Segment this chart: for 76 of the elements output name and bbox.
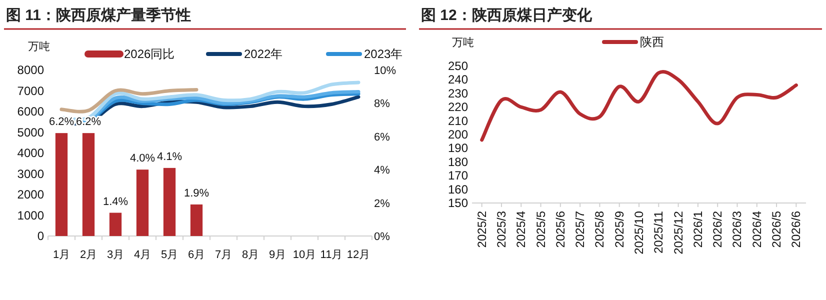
y2-tick-label: 8%	[374, 98, 390, 110]
y-tick-label: 180	[448, 154, 468, 169]
line-series	[480, 70, 798, 142]
x-tick-label: 5月	[160, 249, 178, 261]
y-tick-label: 150	[448, 196, 468, 210]
y-tick-label: 6000	[17, 104, 44, 118]
y-tick-label: 8000	[17, 63, 44, 77]
x-tick-label: 12月	[346, 249, 370, 261]
y-tick-label: 220	[448, 100, 468, 114]
legend-label: 2022年	[244, 47, 283, 61]
bar	[190, 204, 203, 236]
y-tick-label: 160	[448, 182, 468, 196]
y-tick-label: 5000	[17, 125, 44, 140]
x-tick-label: 11月	[320, 249, 343, 261]
x-tick-label: 2026/4	[750, 210, 764, 248]
y-tick-label: 250	[448, 59, 468, 73]
y-tick-label: 2000	[17, 188, 44, 202]
y2-tick-label: 6%	[374, 131, 390, 144]
x-tick-label: 2026/2	[710, 210, 725, 248]
x-tick-label: 2025/6	[553, 210, 568, 248]
x-tick-label: 1月	[52, 249, 70, 261]
chart-title: 图 11：陕西原煤产量季节性	[6, 7, 192, 24]
x-tick-label: 2025/5	[534, 210, 548, 248]
x-tick-label: 3月	[106, 249, 124, 261]
bar	[163, 168, 176, 236]
y-tick-label: 190	[448, 141, 468, 156]
x-tick-label: 2025/2	[474, 210, 489, 248]
y-tick-label: 200	[448, 128, 468, 142]
y2-tick-label: 10%	[374, 65, 396, 77]
data-label: 4.0%	[130, 152, 156, 165]
y-axis-title: 万吨	[28, 40, 50, 53]
x-tick-label: 2026/3	[730, 210, 744, 248]
y-tick-label: 0	[37, 229, 44, 243]
bar	[109, 212, 122, 236]
x-tick-label: 8月	[242, 249, 260, 261]
x-tick-label: 2月	[80, 249, 98, 261]
legend-label: 陕西	[640, 35, 664, 49]
y-tick-label: 230	[448, 86, 468, 100]
chart-title: 图 12：陕西原煤日产变化	[421, 6, 593, 24]
y-tick-label: 3000	[17, 166, 44, 181]
y-tick-label: 240	[448, 72, 468, 87]
x-tick-label: 7月	[214, 249, 232, 261]
y-tick-label: 170	[448, 168, 468, 183]
y-tick-label: 7000	[17, 84, 44, 98]
bar	[55, 133, 68, 236]
line-series	[60, 88, 198, 114]
x-tick-label: 2025/11	[652, 210, 666, 254]
x-tick-label: 9月	[268, 249, 286, 261]
x-tick-label: 2025/4	[514, 210, 528, 248]
legend-label: 2023年	[364, 47, 403, 61]
y-tick-label: 4000	[17, 146, 44, 160]
x-tick-label: 2025/8	[592, 210, 607, 248]
y2-tick-label: 2%	[374, 198, 390, 210]
legend-label: 2026同比	[124, 47, 175, 61]
x-tick-label: 10月	[292, 249, 316, 261]
x-tick-label: 2026/1	[690, 210, 705, 248]
y2-tick-label: 4%	[374, 164, 390, 177]
x-tick-label: 2026/5	[770, 210, 784, 248]
x-tick-label: 2025/9	[612, 210, 626, 248]
data-label: 6.2%	[76, 116, 102, 128]
bar	[136, 170, 149, 236]
x-tick-label: 6月	[188, 249, 206, 261]
y2-tick-label: 0%	[374, 231, 390, 243]
x-tick-label: 2026/6	[789, 210, 804, 248]
data-label: 1.4%	[102, 196, 128, 208]
x-tick-label: 2025/10	[632, 210, 646, 254]
data-label: 1.9%	[184, 187, 210, 200]
y-tick-label: 210	[448, 114, 468, 128]
bar	[82, 133, 95, 236]
x-tick-label: 2025/3	[494, 210, 508, 248]
y-tick-label: 1000	[17, 208, 44, 222]
y-axis-title: 万吨	[452, 36, 474, 49]
x-tick-label: 2025/7	[573, 210, 588, 248]
data-label: 4.1%	[156, 150, 182, 163]
x-tick-label: 2025/12	[671, 210, 686, 254]
x-tick-label: 4月	[134, 249, 152, 261]
